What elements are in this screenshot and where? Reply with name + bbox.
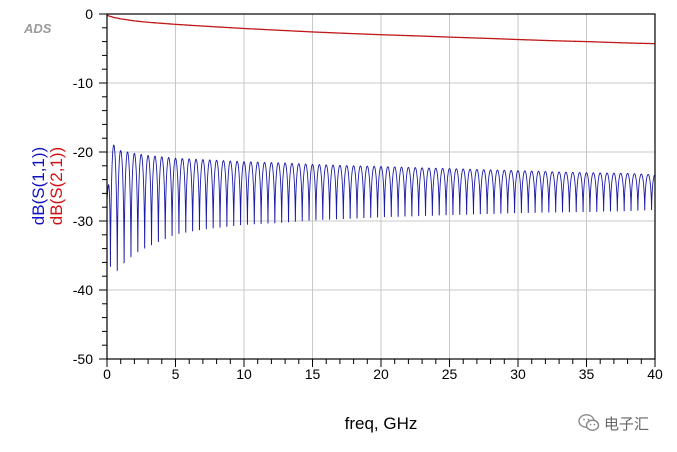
x-tick-label: 20 (373, 366, 389, 382)
x-axis-label: freq, GHz (345, 414, 418, 433)
series-line-db-s-1-1 (106, 144, 656, 272)
x-tick-label: 35 (579, 366, 595, 382)
data-series (106, 14, 656, 272)
y-axis-label: dB(S(1,1))dB(S(2,1)) (29, 147, 66, 225)
x-tick-label: 10 (236, 366, 252, 382)
y-axis-label-part: dB(S(1,1)) (29, 147, 48, 225)
axis-ticks (99, 13, 656, 367)
x-tick-label: 40 (647, 366, 663, 382)
y-tick-label: -30 (73, 213, 93, 229)
series-line-db-s-2-1 (106, 14, 656, 45)
y-tick-label: -50 (73, 351, 93, 367)
y-tick-label: -40 (73, 282, 93, 298)
watermark-text: 电子汇 (604, 414, 650, 433)
wechat-logo-icon (578, 414, 600, 431)
grid-lines (106, 13, 656, 360)
y-tick-label: -20 (73, 144, 93, 160)
y-axis-label-part: dB(S(2,1)) (47, 147, 66, 225)
y-tick-label: -10 (73, 75, 93, 91)
x-tick-label: 30 (510, 366, 526, 382)
x-tick-label: 0 (103, 366, 111, 382)
x-tick-labels: 0 5 10 15 20 25 30 35 40 (103, 366, 663, 382)
watermark: 电子汇 (578, 412, 649, 434)
y-tick-labels: 0 -10 -20 -30 -40 -50 (73, 6, 93, 367)
x-tick-label: 15 (305, 366, 321, 382)
plot-frame (106, 13, 656, 360)
y-tick-label: 0 (85, 6, 93, 22)
ads-logo-label: ADS (23, 21, 52, 36)
x-tick-label: 25 (442, 366, 458, 382)
x-tick-label: 5 (172, 366, 180, 382)
